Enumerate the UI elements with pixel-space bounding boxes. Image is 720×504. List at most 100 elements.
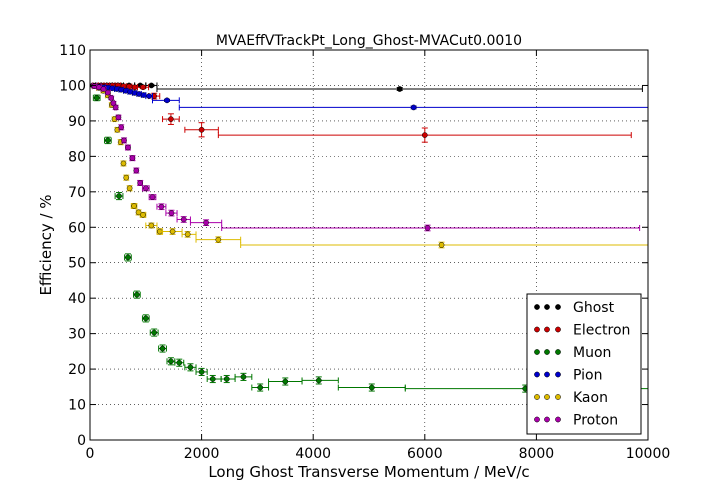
legend-label-kaon: Kaon xyxy=(573,390,608,406)
y-tick-label: 80 xyxy=(68,149,86,165)
proton-data-point xyxy=(115,114,122,121)
legend-marker-ghost xyxy=(544,304,550,310)
series-proton xyxy=(91,83,641,232)
proton-data-point xyxy=(129,155,136,161)
legend-marker-electron xyxy=(534,326,540,333)
legend-marker-pion xyxy=(534,371,540,378)
proton-data-point xyxy=(158,203,165,210)
kaon-data-point xyxy=(184,231,191,238)
y-axis-label: Efficiency / % xyxy=(37,194,55,295)
muon-data-point xyxy=(176,359,183,366)
proton-data-point xyxy=(424,225,431,231)
proton-data-point xyxy=(118,124,125,131)
legend-box xyxy=(526,293,642,435)
muon-data-point xyxy=(105,137,111,144)
legend-marker-kaon xyxy=(544,394,550,400)
y-tick-label: 50 xyxy=(68,256,86,272)
kaon-data-point xyxy=(156,228,163,235)
muon-data-point xyxy=(257,384,264,391)
pion-data-point xyxy=(146,93,152,99)
legend-marker-muon xyxy=(534,349,540,355)
y-tick-label: 60 xyxy=(68,220,86,236)
x-axis-label: Long Ghost Transverse Momentum / MeV/c xyxy=(208,463,529,481)
legend: Ghost Electron Muon Pion Kaon Proton xyxy=(526,293,642,435)
legend-label-pion: Pion xyxy=(573,368,602,384)
x-tick-label: 10000 xyxy=(626,446,671,462)
proton-data-point xyxy=(121,137,127,144)
y-tick-label: 10 xyxy=(68,398,86,414)
chart-title: MVAEffVTrackPt_Long_Ghost-MVACut0.0010 xyxy=(216,33,522,49)
proton-data-point xyxy=(137,180,144,186)
data-series xyxy=(89,82,649,393)
proton-data-point xyxy=(142,185,149,192)
muon-data-point xyxy=(198,369,205,375)
kaon-data-point xyxy=(140,212,146,218)
electron-data-point xyxy=(140,84,146,91)
plot-frame xyxy=(89,49,649,441)
legend-marker-proton xyxy=(534,416,540,423)
legend-label-electron: Electron xyxy=(573,323,630,339)
proton-data-point xyxy=(168,210,175,216)
y-tick-label: 70 xyxy=(68,185,86,201)
proton-data-point xyxy=(125,144,131,151)
muon-data-point xyxy=(93,95,100,101)
muon-data-point xyxy=(125,254,131,261)
proton-data-point xyxy=(203,219,209,226)
electron-data-point xyxy=(421,132,428,138)
legend-marker-electron xyxy=(555,326,561,333)
muon-data-point xyxy=(116,193,122,199)
kaon-data-point xyxy=(126,185,133,192)
legend-marker-kaon xyxy=(534,394,540,400)
kaon-data-point xyxy=(215,236,222,243)
muon-data-point xyxy=(134,291,140,298)
legend-marker-pion xyxy=(544,371,550,378)
legend-marker-kaon xyxy=(555,394,561,400)
muon-data-point xyxy=(240,374,247,380)
ghost-data-point xyxy=(396,86,403,92)
legend-marker-ghost xyxy=(534,304,540,310)
muon-data-point xyxy=(209,376,216,382)
muon-data-point xyxy=(142,315,149,322)
axis-ticks: 0 2000 4000 6000 8000 10000 0 10 20 30 40 50 60 70 80 9… xyxy=(59,43,670,462)
y-tick-label: 0 xyxy=(77,433,86,449)
y-tick-label: 30 xyxy=(68,327,86,343)
kaon-data-point xyxy=(120,160,127,167)
muon-data-point xyxy=(168,358,174,365)
kaon-data-point xyxy=(123,174,130,181)
legend-marker-electron xyxy=(544,326,550,333)
legend-label-muon: Muon xyxy=(573,345,611,361)
proton-data-point xyxy=(149,194,156,200)
proton-data-point xyxy=(108,95,115,101)
kaon-data-point xyxy=(169,228,176,235)
y-tick-label: 100 xyxy=(59,78,86,94)
series-muon xyxy=(92,94,649,393)
ghost-data-point xyxy=(148,82,155,89)
electron-data-point xyxy=(126,83,132,90)
muon-data-point xyxy=(315,377,322,384)
proton-data-point xyxy=(100,86,107,92)
y-tick-label: 40 xyxy=(68,291,86,307)
x-tick-label: 2000 xyxy=(184,446,220,462)
legend-marker-proton xyxy=(555,416,561,423)
muon-data-point xyxy=(187,364,194,371)
x-tick-label: 0 xyxy=(86,446,95,462)
kaon-data-point xyxy=(148,222,155,229)
legend-marker-proton xyxy=(544,416,550,423)
legend-marker-ghost xyxy=(555,304,561,310)
legend-label-proton: Proton xyxy=(573,413,618,429)
proton-data-point xyxy=(112,104,119,111)
y-tick-label: 90 xyxy=(68,114,86,130)
legend-marker-muon xyxy=(544,349,550,355)
muon-data-point xyxy=(223,376,230,382)
proton-data-point xyxy=(180,216,187,223)
kaon-data-point xyxy=(131,203,137,209)
x-tick-label: 4000 xyxy=(295,446,331,462)
muon-data-point xyxy=(159,345,166,352)
legend-marker-muon xyxy=(555,349,561,355)
y-tick-label: 20 xyxy=(68,362,86,378)
proton-data-point xyxy=(105,89,111,96)
pion-data-point xyxy=(164,97,170,104)
muon-data-point xyxy=(282,378,289,385)
muon-data-point xyxy=(368,384,375,391)
x-tick-label: 6000 xyxy=(407,446,443,462)
